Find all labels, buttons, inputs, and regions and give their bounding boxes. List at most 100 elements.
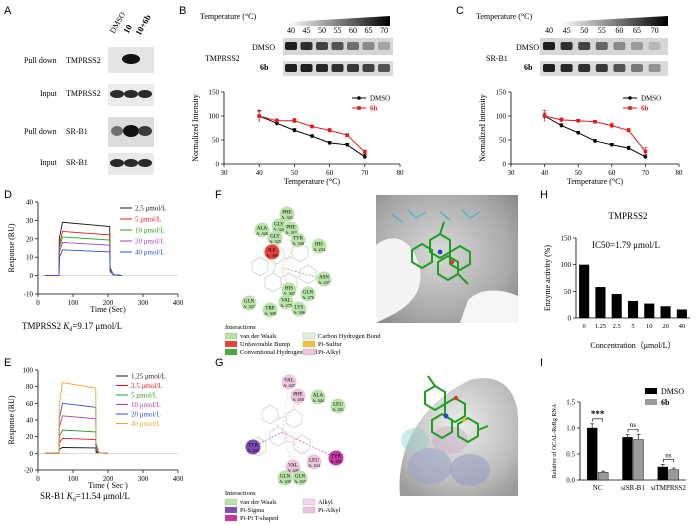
blot-band: [560, 64, 573, 72]
data-point: [257, 114, 261, 118]
y-tick-label: 0: [216, 161, 220, 169]
temperature-label: 45: [563, 26, 571, 35]
blot-band: [300, 42, 313, 50]
data-point: [559, 123, 564, 128]
temperature-label: 40: [545, 26, 553, 35]
bar-6b-NC: [597, 472, 609, 481]
temperature-label: 70: [651, 26, 659, 35]
residue-number: A: 320: [273, 227, 285, 232]
residue-name: TRP: [265, 307, 274, 312]
x-tick-label: 300: [138, 475, 149, 483]
band: [124, 90, 138, 98]
residue-ala: [310, 389, 326, 405]
ligand-skeleton: [249, 404, 311, 457]
blot-band: [595, 42, 608, 50]
residue-number: A: 321: [281, 215, 293, 220]
legend-label: Pi-Alkyl: [318, 349, 341, 356]
data-point: [576, 131, 580, 135]
y-tick-label: 0: [30, 450, 34, 458]
blot-band: [347, 42, 359, 50]
legend-swatch: [224, 514, 238, 522]
residue-name: ALA: [257, 227, 268, 232]
legend-marker: [357, 96, 361, 100]
y-tick-label: 100: [496, 113, 507, 121]
residue-name: LYS: [295, 306, 304, 311]
residue-name: HIS: [285, 287, 293, 292]
temperature-label: 40: [287, 26, 295, 35]
residue-name: TYR: [293, 237, 304, 242]
legend-swatch: [302, 506, 316, 514]
residue-name: GLN: [244, 300, 255, 305]
x-tick-label: 100: [68, 299, 79, 307]
residue-number: A: 325: [269, 239, 281, 244]
data-point: [292, 128, 297, 133]
bar-20: [660, 306, 671, 318]
x-tick-label: 20: [662, 323, 669, 330]
band: [111, 126, 123, 136]
legend-label: DMSO: [661, 387, 684, 396]
x-tick-label: 300: [138, 299, 149, 307]
legend-label: 6b: [641, 105, 649, 113]
residue-gln: [241, 295, 257, 311]
x-tick-label: 30: [221, 169, 229, 177]
legend-title: Interactions: [225, 490, 256, 497]
surface-patch: [432, 426, 468, 454]
significance-bracket: [627, 428, 639, 433]
band: [138, 90, 152, 98]
blot-row-label-dmso: DMSO: [252, 43, 275, 52]
x-axis-label: Time (Sec): [90, 305, 126, 314]
blot-row-label-6b: 6b: [260, 63, 269, 72]
blot-band: [331, 64, 344, 72]
x-tick-label: 1.25: [595, 323, 606, 330]
x-axis-label: Temperature (°C): [284, 177, 341, 186]
residue-number: A: 326: [256, 231, 269, 236]
residue-name: VAL: [281, 299, 291, 304]
band: [138, 126, 152, 136]
x-tick-label: siTMPRSS2: [651, 484, 687, 492]
oxygen-atom: [453, 395, 459, 401]
legend-label: 40 μmol/L: [131, 420, 161, 428]
residue-name: GLY: [274, 223, 284, 228]
residue-tyr: [328, 450, 344, 466]
legend-label: 5 μmol/L: [131, 392, 157, 400]
bar-DMSO-siTMPRSS2: [657, 466, 669, 481]
residue-lys: [291, 301, 307, 317]
y-tick-label: 20: [26, 235, 34, 243]
nitrogen-atom: [443, 413, 449, 419]
legend-label: Pi-Pi T-shaped: [240, 515, 279, 522]
legend-label: van der Waals: [240, 333, 277, 340]
band: [124, 159, 138, 167]
y-tick-label: 100: [209, 113, 220, 121]
row-prefix-input-srb1: Input: [40, 158, 58, 167]
ligand-3d: [424, 375, 489, 444]
legend-label: 2.5 μmol/L: [135, 205, 166, 213]
row-prefix-pulldown-srb1: Pull down: [24, 127, 57, 136]
data-point: [643, 149, 648, 154]
y-tick-label: 40: [26, 417, 34, 425]
blot-band: [543, 42, 555, 50]
residue-name: ILE: [268, 249, 276, 254]
y-tick-label: 0.5: [566, 451, 575, 459]
temperature-label: 70: [380, 26, 388, 35]
data-point: [542, 114, 547, 118]
x-tick-label: 50: [575, 169, 583, 177]
residue-name: PHE: [293, 393, 302, 398]
legend-label: 5 μmol/L: [135, 216, 161, 224]
y-tick-label: 100: [23, 367, 34, 375]
x-tick-label: 2.5: [613, 323, 621, 330]
data-point: [310, 134, 314, 138]
x-tick-label: 70: [361, 169, 369, 177]
data-point: [275, 119, 279, 123]
x-tick-label: 60: [608, 169, 616, 177]
row-target-input-srb1: SR-B1: [66, 158, 88, 167]
residue-asn: [316, 271, 332, 287]
residue-name: GLN: [280, 475, 291, 480]
legend-marker: [628, 96, 632, 100]
bar-2.5: [611, 294, 622, 318]
panel-a: DMSO 10 10+6b Pull down TMPRSS2 Input TM…: [24, 10, 154, 175]
band: [138, 159, 152, 167]
x-tick-label: 50: [291, 169, 299, 177]
sensorgram-40 μmol/L: [45, 381, 109, 454]
legend-label: Pi-Sigma: [240, 507, 264, 514]
